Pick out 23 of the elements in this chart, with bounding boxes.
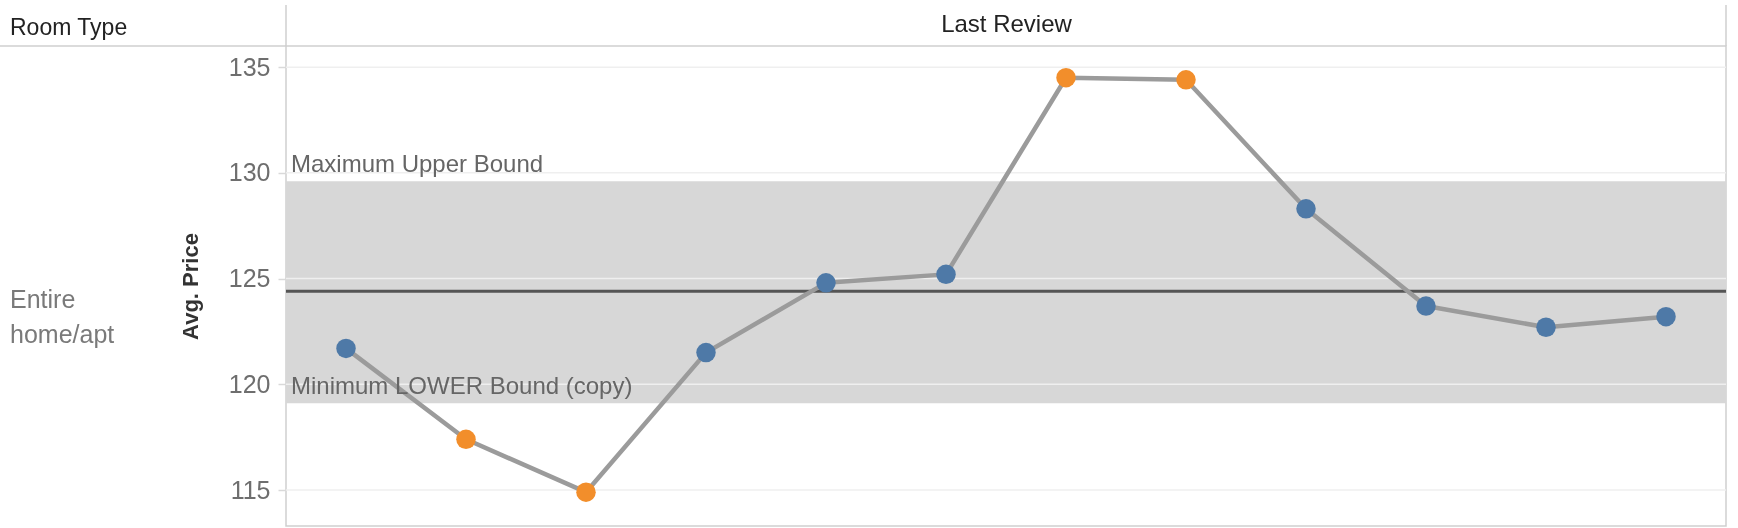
y-tick-label: 125 [228,264,271,293]
point [936,264,956,285]
point [576,482,596,502]
y-tick-label: 130 [228,158,271,187]
annotation: Maximum Upper Bound [291,150,544,178]
point [816,273,836,293]
point [336,338,356,359]
annotation: Minimum LOWER Bound (copy) [291,372,633,400]
point [1536,317,1556,337]
point [1656,306,1676,327]
point [1176,70,1196,90]
x-axis-title: Last Review [941,9,1073,37]
point [696,342,716,363]
y-tick-label: 135 [228,52,271,81]
point [1296,199,1316,219]
y-tick-label: 115 [230,475,271,504]
point [1056,67,1076,88]
point [456,429,476,450]
y-axis-title: Avg. Price [177,233,203,340]
text: Room Type [10,14,128,40]
y-tick-label: 120 [228,369,271,398]
text: Entire home/apt [10,285,115,349]
point [1416,296,1436,316]
